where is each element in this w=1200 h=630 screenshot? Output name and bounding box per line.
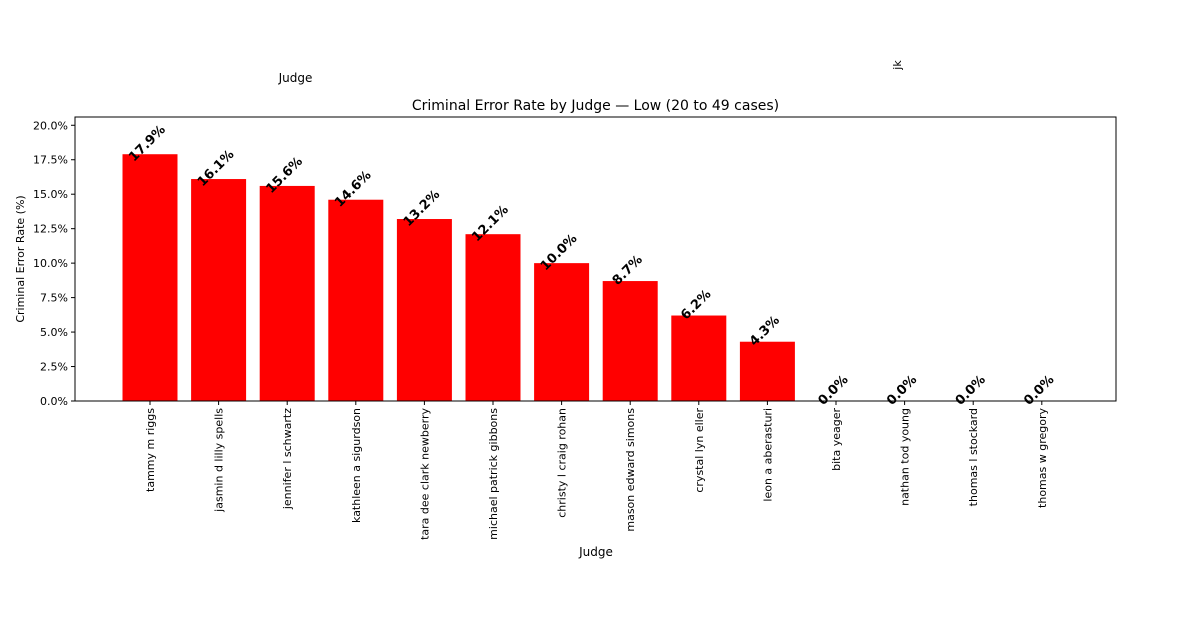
y-tick-label: 12.5%: [33, 223, 68, 236]
y-tick-label: 15.0%: [33, 188, 68, 201]
x-tick-label: christy l craig rohan: [556, 408, 569, 518]
bar-value-label: 0.0%: [953, 372, 989, 408]
bar: [739, 341, 795, 401]
x-tick-label: jennifer l schwartz: [281, 408, 294, 510]
bar: [191, 179, 247, 401]
x-axis: tammy m riggs jasmin d lilly spells jennif…: [144, 401, 1049, 540]
bar-value-label: 0.0%: [815, 372, 851, 408]
bar: [396, 219, 452, 401]
chart-title: Criminal Error Rate by Judge — Low (20 t…: [412, 98, 779, 114]
y-tick-label: 20.0%: [33, 119, 68, 132]
bar: [534, 263, 590, 401]
y-tick-label: 2.5%: [40, 361, 68, 374]
bar: [122, 154, 178, 401]
x-tick-label: mason edward simons: [624, 408, 637, 532]
top-axis-tick-label: jk: [891, 60, 904, 71]
bar: [465, 234, 521, 401]
bar: [671, 315, 727, 401]
x-axis-label: Judge: [578, 545, 613, 559]
y-tick-label: 5.0%: [40, 326, 68, 339]
bar-value-label: 0.0%: [884, 372, 920, 408]
x-tick-label: michael patrick gibbons: [487, 408, 500, 540]
top-axis-label: Judge: [278, 71, 313, 85]
x-tick-label: thomas w gregory: [1036, 408, 1049, 508]
bar: [328, 199, 384, 401]
bar-series: [122, 154, 795, 401]
x-tick-label: jasmin d lilly spells: [213, 408, 226, 513]
x-tick-label: bita yeager: [830, 408, 843, 471]
x-tick-label: tammy m riggs: [144, 408, 157, 492]
x-tick-label: thomas l stockard: [967, 408, 980, 506]
x-tick-label: kathleen a sigurdson: [350, 408, 363, 523]
y-axis-label: Criminal Error Rate (%): [14, 195, 27, 322]
plot-frame: [74, 116, 1117, 402]
x-tick-label: crystal lyn eller: [693, 408, 706, 493]
x-tick-label: leon a aberasturi: [761, 408, 774, 502]
y-axis: 0.0% 2.5% 5.0% 7.5% 10.0% 12.5% 15.0% 17.5% 20.0…: [33, 119, 75, 408]
x-tick-label: nathan tod young: [899, 408, 912, 506]
y-tick-label: 0.0%: [40, 395, 68, 408]
y-tick-label: 17.5%: [33, 154, 68, 167]
bar: [602, 281, 658, 401]
bar: [259, 185, 315, 401]
x-tick-label: tara dee clark newberry: [418, 408, 431, 540]
y-tick-label: 10.0%: [33, 257, 68, 270]
y-tick-label: 7.5%: [40, 292, 68, 305]
bar-value-label: 0.0%: [1021, 372, 1057, 408]
